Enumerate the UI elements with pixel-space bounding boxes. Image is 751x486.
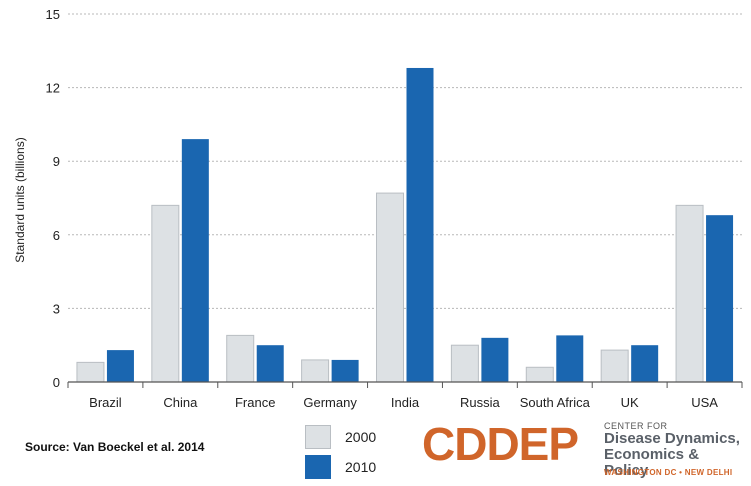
y-tick-label: 9	[53, 154, 60, 169]
x-tick-label: India	[391, 395, 420, 410]
y-axis-title: Standard units (billions)	[13, 137, 27, 262]
legend-item-2010: 2010	[305, 453, 376, 480]
logo-small-text: CENTER FOR	[604, 421, 668, 431]
bar-2000-russia	[450, 344, 479, 383]
x-tick-label: France	[235, 395, 275, 410]
gridlines	[68, 13, 742, 309]
x-tick-label: UK	[621, 395, 639, 410]
bar-2010-brazil	[106, 350, 134, 382]
legend: 2000 2010	[305, 423, 376, 483]
legend-label: 2010	[345, 458, 377, 475]
axes: 0 3 6 9 12 15 Brazil China France Germany India Rus…	[46, 7, 743, 410]
bar-2000-germany	[301, 359, 330, 383]
y-tick-label: 0	[53, 375, 60, 390]
bar-2010-russia	[481, 337, 509, 382]
x-tick-label: China	[163, 395, 198, 410]
bar-2010-india	[406, 67, 434, 383]
y-tick-label: 12	[46, 81, 60, 96]
cddep-logo: CDDEP CENTER FOR Disease Dynamics, Econo…	[422, 417, 747, 481]
legend-swatch-2010	[305, 454, 331, 479]
y-tick-label: 15	[46, 7, 60, 22]
x-tick-label: USA	[691, 395, 718, 410]
x-tick-label: Russia	[460, 395, 501, 410]
bar-2000-uk	[600, 349, 629, 383]
bar-2000-brazil	[76, 361, 105, 383]
bar-2000-china	[151, 204, 180, 383]
x-tick-label: Germany	[303, 395, 357, 410]
source-note: Source: Van Boeckel et al. 2014	[25, 440, 205, 454]
legend-label: 2000	[345, 428, 377, 445]
bar-2010-usa	[706, 215, 734, 382]
x-tick-label: Brazil	[89, 395, 122, 410]
bar-chart: 0 3 6 9 12 15 Brazil China France Germany India Rus…	[13, 7, 743, 410]
logo-tagline: WASHINGTON DC • NEW DELHI	[604, 468, 733, 477]
bar-2000-south-africa	[525, 366, 554, 383]
logo-line-1: Disease Dynamics,	[604, 430, 740, 447]
bar-2010-south-africa	[556, 335, 584, 382]
logo-wordmark: CDDEP	[422, 418, 579, 470]
y-tick-label: 6	[53, 228, 60, 243]
bars	[76, 67, 734, 383]
bar-2000-usa	[675, 204, 704, 383]
bar-2000-india	[376, 192, 404, 383]
bar-2010-uk	[631, 345, 659, 382]
bar-2000-france	[226, 334, 255, 383]
bar-2010-germany	[331, 359, 359, 382]
legend-swatch-2000	[305, 424, 331, 449]
bar-2010-china	[181, 139, 209, 382]
y-tick-label: 3	[53, 301, 60, 316]
bar-2010-france	[256, 345, 284, 382]
logo-line-2: Economics & Policy	[604, 446, 700, 479]
legend-item-2000: 2000	[305, 423, 376, 450]
x-tick-label: South Africa	[520, 395, 591, 410]
